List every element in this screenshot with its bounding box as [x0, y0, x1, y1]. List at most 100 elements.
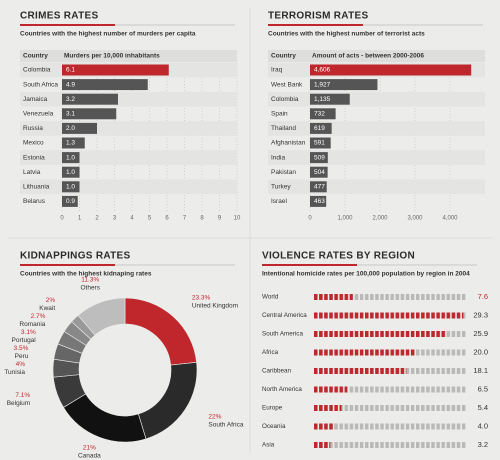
x-tick-label: 10	[234, 216, 241, 222]
value-label: 504	[314, 169, 325, 176]
category-label: South America	[262, 331, 303, 338]
category-label: World	[262, 294, 279, 301]
value-label: 619	[314, 125, 325, 132]
row-band	[268, 179, 485, 195]
title-accent	[262, 264, 357, 266]
dot-track	[314, 442, 467, 448]
bar	[62, 64, 169, 76]
value-label: 1,927	[314, 81, 331, 88]
x-tick-label: 0	[60, 216, 64, 222]
value-label: 4.9	[66, 81, 75, 88]
dot-bar	[314, 405, 342, 411]
category-label: Thailand	[271, 125, 296, 132]
value-label: 3.2	[478, 440, 488, 449]
x-tick-label: 9	[218, 216, 222, 222]
category-label: Belarus	[23, 198, 46, 205]
value-label: 2%	[46, 297, 56, 304]
x-tick-label: 0	[308, 216, 312, 222]
row-band	[268, 91, 485, 107]
value-label: 7.6	[478, 292, 488, 301]
category-label: Caribbean	[262, 368, 292, 375]
bar	[310, 79, 378, 91]
row-band	[20, 91, 237, 107]
value-label: 1.0	[66, 154, 75, 161]
row-band	[20, 150, 237, 165]
value-label: 3.2	[66, 96, 75, 103]
slice-label: Canada	[78, 453, 101, 460]
category-label: Europe	[262, 405, 283, 412]
value-label: 477	[314, 184, 325, 191]
value-label: 1.0	[66, 169, 75, 176]
panel-title: TERRORISM RATES	[268, 11, 368, 22]
dot-track	[314, 405, 467, 411]
category-label: Turkey	[271, 184, 291, 191]
bar	[310, 122, 332, 134]
slice-label: Portugal	[12, 337, 37, 344]
slice-label: Kwait	[39, 305, 55, 312]
category-label: India	[271, 154, 285, 161]
row-band	[268, 150, 485, 165]
value-label: 22%	[208, 413, 221, 420]
bar	[62, 93, 118, 105]
panel-title: CRIMES RATES	[20, 11, 98, 22]
row-band	[20, 121, 237, 136]
panel-title: KIDNAPPINGS RATES	[20, 251, 131, 262]
dot-track	[314, 386, 467, 393]
category-label: Central America	[262, 312, 307, 319]
value-label: 1.0	[66, 184, 75, 191]
x-tick-label: 2,000	[372, 216, 388, 222]
panel-subtitle: Intentional homicide rates per 100,000 p…	[262, 271, 470, 278]
header-band	[20, 50, 237, 62]
category-label: Iraq	[271, 67, 283, 74]
x-tick-label: 1	[78, 216, 82, 222]
x-tick-label: 4,000	[442, 216, 458, 222]
bar	[62, 108, 117, 120]
x-tick-label: 5	[148, 216, 152, 222]
bar	[62, 122, 97, 134]
axis-label: Murders per 10,000 inhabitants	[64, 53, 160, 60]
value-label: 2.0	[66, 125, 75, 132]
x-tick-label: 4	[130, 216, 134, 222]
bar	[62, 166, 80, 178]
bar	[62, 137, 85, 149]
bar	[310, 181, 327, 193]
value-label: 20.0	[473, 347, 488, 356]
category-label: Jamaica	[23, 96, 48, 103]
value-label: 732	[314, 111, 325, 118]
x-tick-label: 3	[113, 216, 117, 222]
value-label: 18.1	[473, 366, 488, 375]
value-label: 509	[314, 154, 325, 161]
row-band	[268, 121, 485, 136]
category-label: Afghanistan	[271, 140, 306, 147]
dot-bar	[314, 294, 353, 300]
slice-label: South Africa	[208, 421, 243, 428]
x-tick-label: 8	[200, 216, 204, 222]
category-label: Latvia	[23, 169, 41, 176]
bar	[310, 137, 331, 149]
title-accent	[20, 24, 115, 26]
category-label: Colombia	[271, 96, 299, 103]
panel-subtitle: Countries with the highest kidnaping rat…	[20, 271, 152, 278]
category-label: Colombia	[23, 67, 51, 74]
slice-label: Peru	[15, 353, 29, 360]
value-label: 7.1%	[15, 392, 30, 399]
category-label: Spain	[271, 111, 288, 118]
category-label: North America	[262, 386, 302, 393]
dot-bar	[314, 423, 335, 430]
category-label: Russia	[23, 125, 43, 132]
dot-track	[314, 423, 467, 430]
panel-title: VIOLENCE RATES BY REGION	[262, 251, 415, 262]
category-label: Africa	[262, 349, 279, 356]
bar	[310, 64, 472, 76]
category-header: Country	[23, 53, 48, 60]
category-label: Estonia	[23, 154, 45, 161]
value-label: 5.4	[478, 403, 488, 412]
x-tick-label: 6	[165, 216, 169, 222]
dot-bar	[314, 368, 407, 374]
dot-bar	[314, 349, 416, 356]
value-label: 3.1	[66, 111, 75, 118]
category-label: Israel	[271, 198, 287, 205]
bar	[62, 181, 80, 193]
value-label: 1.3	[66, 140, 75, 147]
